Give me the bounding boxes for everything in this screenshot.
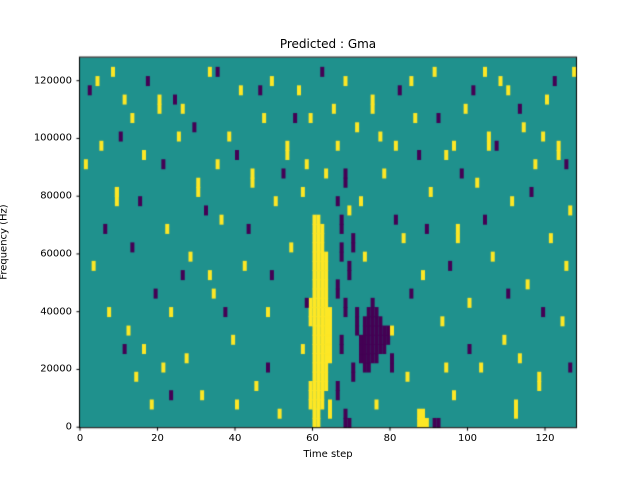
y-axis-label: Frequency (Hz): [0, 204, 10, 280]
y-tick-label: 0: [65, 421, 72, 433]
x-tick-label: 20: [151, 433, 164, 445]
x-tick-label: 0: [76, 433, 84, 445]
y-tick-label: 120000: [33, 75, 72, 87]
x-tick-label: 40: [228, 433, 242, 445]
x-tick-label: 60: [306, 433, 319, 445]
y-tick-label: 40000: [40, 306, 72, 318]
y-tick-label: 60000: [40, 248, 72, 260]
y-tick-label: 80000: [40, 190, 72, 202]
x-tick-label: 100: [457, 433, 478, 445]
y-tick-label: 20000: [40, 363, 72, 375]
y-tick-label: 100000: [33, 132, 72, 144]
x-tick-label: 120: [535, 433, 555, 445]
x-tick-label: 80: [383, 433, 397, 445]
chart-title: Predicted : Gma: [279, 37, 377, 51]
x-axis-label: Time step: [303, 449, 353, 460]
